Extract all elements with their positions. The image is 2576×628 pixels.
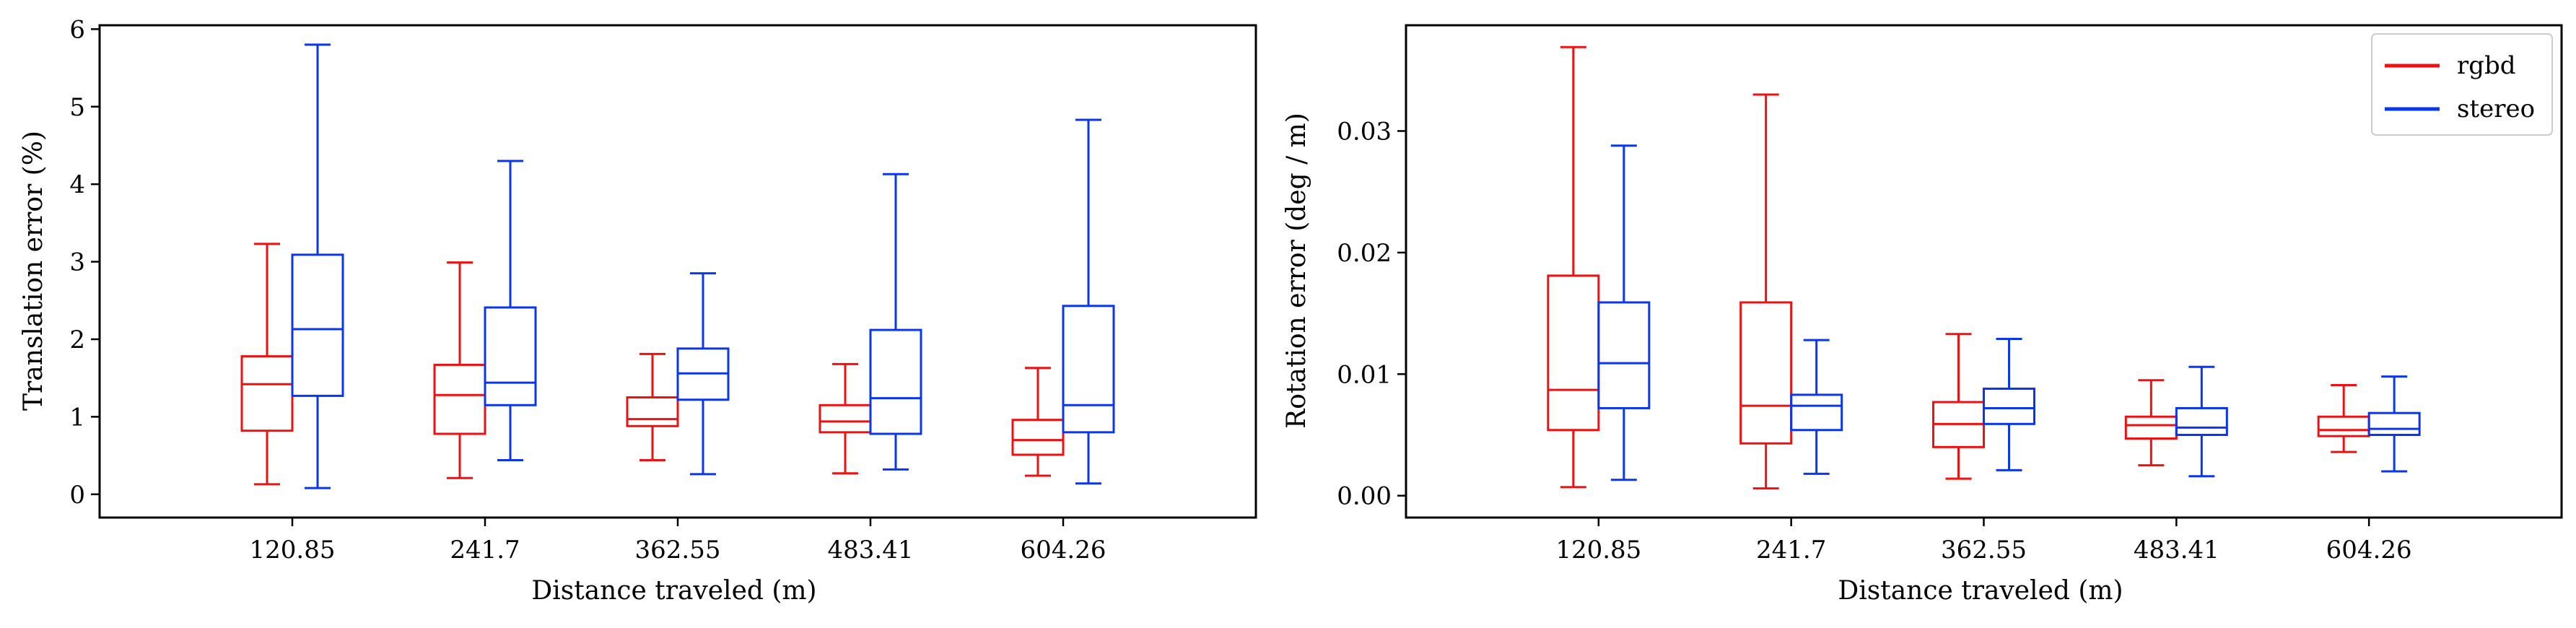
stereo-box [1983, 337, 2035, 471]
iqr-box [1739, 301, 1793, 445]
x-tick-label: 362.55 [635, 536, 721, 564]
iqr-box [1983, 388, 2035, 425]
y-tick-label: 4 [69, 170, 85, 199]
iqr-box [291, 253, 344, 397]
iqr-box [869, 328, 922, 435]
iqr-box [2124, 415, 2178, 440]
y-tick-label: 0 [69, 481, 85, 510]
rgbd-box [1932, 333, 1985, 480]
iqr-box [2367, 411, 2421, 436]
y-tick-label: 1 [69, 403, 85, 432]
iqr-box [433, 363, 486, 435]
iqr-box [1597, 301, 1651, 409]
rgbd-box [626, 352, 679, 462]
y-tick-label: 5 [69, 93, 85, 122]
iqr-box [626, 396, 679, 427]
iqr-box [1547, 274, 1600, 432]
rgbd-box [2317, 383, 2370, 453]
iqr-box [2317, 415, 2370, 437]
stereo-box [2367, 375, 2421, 473]
legend-label-stereo: stereo [2457, 95, 2535, 123]
y-tick-label: 3 [69, 248, 85, 277]
rgbd-box [433, 261, 486, 479]
y-tick-label: 0.03 [1337, 118, 1392, 147]
stereo-box [1062, 118, 1115, 485]
stereo-box [1790, 339, 1843, 475]
x-axis-label: Distance traveled (m) [531, 576, 816, 606]
iqr-box [484, 306, 537, 406]
stereo-box [676, 272, 730, 476]
rgbd-box [818, 362, 872, 475]
iqr-box [1011, 419, 1065, 456]
rgbd-box [2124, 379, 2178, 467]
x-tick-label: 120.85 [1555, 536, 1641, 564]
stereo-box [291, 43, 344, 489]
x-tick-label: 120.85 [250, 536, 336, 564]
rgbd-box [1739, 93, 1793, 490]
translation-error-panel: Distance traveled (m) Translation error … [19, 15, 1257, 606]
iqr-box [1062, 305, 1115, 434]
rgbd-box [1547, 45, 1600, 489]
y-axis-label: Rotation error (deg / m) [1282, 113, 1311, 429]
rotation-error-panel: Distance traveled (m) Rotation error (de… [1282, 24, 2563, 606]
x-tick-label: 362.55 [1941, 536, 2027, 564]
iqr-box [818, 404, 872, 434]
y-tick-label: 6 [69, 15, 85, 44]
x-axis-label: Distance traveled (m) [1838, 576, 2123, 606]
y-tick-label: 2 [69, 326, 85, 354]
x-tick-label: 604.26 [2326, 536, 2412, 564]
stereo-box [869, 173, 922, 471]
rgbd-box [240, 243, 294, 486]
y-tick-label: 0.00 [1337, 482, 1392, 511]
legend: rgbd stereo [2371, 33, 2553, 136]
iqr-box [2175, 406, 2228, 436]
stereo-box [484, 160, 537, 462]
y-axis-label: Translation error (%) [19, 131, 48, 411]
x-tick-label: 241.7 [1756, 536, 1826, 564]
stereo-box [1597, 144, 1651, 481]
axes-frame [98, 24, 1257, 519]
legend-label-rgbd: rgbd [2457, 51, 2516, 80]
x-tick-label: 483.41 [828, 536, 914, 564]
rgbd-box [1011, 367, 1065, 477]
y-tick-label: 0.02 [1337, 239, 1392, 268]
iqr-box [1790, 393, 1843, 432]
stereo-box [2175, 365, 2228, 478]
x-tick-label: 241.7 [450, 536, 520, 564]
x-tick-label: 483.41 [2134, 536, 2219, 564]
x-tick-label: 604.26 [1021, 536, 1106, 564]
iqr-box [240, 355, 294, 432]
y-tick-label: 0.01 [1337, 360, 1392, 389]
